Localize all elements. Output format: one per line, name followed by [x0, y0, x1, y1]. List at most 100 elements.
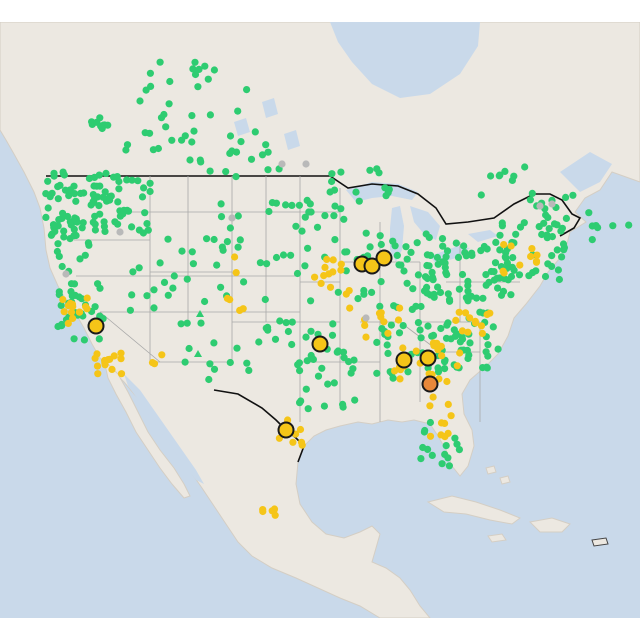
station-marker-green[interactable]: [491, 259, 500, 267]
station-marker-green[interactable]: [59, 168, 67, 176]
station-marker-green[interactable]: [321, 212, 329, 220]
station-marker-yellow[interactable]: [226, 296, 234, 304]
station-marker-green[interactable]: [404, 368, 412, 376]
station-marker-green[interactable]: [301, 262, 309, 270]
station-marker-green[interactable]: [78, 295, 86, 303]
station-marker-green[interactable]: [377, 278, 385, 286]
station-marker-green[interactable]: [54, 195, 62, 203]
station-marker-yellow[interactable]: [461, 309, 470, 317]
station-marker-green[interactable]: [314, 372, 323, 380]
station-marker-green[interactable]: [288, 340, 296, 349]
station-marker-green[interactable]: [439, 242, 447, 250]
station-marker-green[interactable]: [451, 434, 459, 442]
station-marker-green[interactable]: [295, 359, 303, 367]
station-marker-green[interactable]: [442, 269, 450, 277]
station-marker-green[interactable]: [535, 223, 543, 231]
station-marker-green[interactable]: [373, 165, 381, 173]
station-marker-green[interactable]: [305, 208, 313, 216]
station-marker-green[interactable]: [282, 319, 290, 327]
station-marker-green[interactable]: [73, 218, 81, 226]
station-marker-green[interactable]: [351, 396, 359, 404]
station-marker-green[interactable]: [261, 295, 269, 304]
station-marker-green[interactable]: [128, 291, 136, 299]
station-marker-green[interactable]: [70, 280, 79, 288]
station-marker-green[interactable]: [326, 188, 334, 196]
station-marker-green[interactable]: [409, 285, 417, 293]
station-marker-green[interactable]: [48, 189, 56, 197]
station-marker-yellow[interactable]: [117, 370, 126, 378]
station-marker-green[interactable]: [150, 304, 158, 312]
station-marker-green[interactable]: [509, 254, 517, 262]
station-marker-green[interactable]: [129, 268, 137, 276]
station-marker-green[interactable]: [402, 243, 410, 251]
station-marker-yellow[interactable]: [516, 261, 524, 269]
station-marker-green[interactable]: [304, 405, 312, 413]
station-marker-yellow[interactable]: [394, 316, 403, 324]
station-marker-green[interactable]: [456, 338, 464, 346]
station-marker-green[interactable]: [188, 248, 196, 256]
station-marker-green[interactable]: [301, 213, 309, 221]
station-marker-yellow[interactable]: [437, 342, 445, 350]
station-marker-green[interactable]: [387, 321, 395, 329]
station-marker-green[interactable]: [243, 86, 251, 94]
station-marker-green[interactable]: [146, 69, 154, 77]
station-marker-green[interactable]: [93, 182, 101, 190]
station-marker-green[interactable]: [558, 253, 566, 261]
station-marker-green[interactable]: [150, 286, 158, 294]
station-marker-green[interactable]: [541, 272, 550, 281]
station-marker-green[interactable]: [425, 262, 433, 270]
station-marker-green[interactable]: [329, 320, 337, 328]
station-marker-green[interactable]: [594, 224, 602, 232]
station-marker-green[interactable]: [101, 227, 109, 235]
station-marker-gray[interactable]: [116, 228, 124, 236]
station-marker-green[interactable]: [70, 190, 79, 198]
station-marker-green[interactable]: [88, 118, 96, 126]
station-marker-green[interactable]: [96, 210, 104, 218]
station-marker-green[interactable]: [282, 201, 290, 209]
station-marker-green[interactable]: [190, 127, 198, 135]
station-marker-gray[interactable]: [62, 270, 70, 278]
station-marker-green[interactable]: [376, 302, 384, 310]
station-marker-green[interactable]: [446, 297, 454, 305]
station-marker-yellow[interactable]: [93, 362, 102, 370]
station-marker-green[interactable]: [368, 288, 376, 296]
station-marker-green[interactable]: [510, 266, 518, 274]
station-marker-green[interactable]: [262, 141, 270, 149]
station-marker-green[interactable]: [354, 295, 362, 303]
station-marker-green[interactable]: [232, 173, 240, 181]
station-marker-gray[interactable]: [278, 160, 286, 168]
station-marker-yellow[interactable]: [93, 350, 101, 358]
station-marker-green[interactable]: [205, 375, 213, 384]
station-marker-green[interactable]: [234, 107, 242, 115]
station-marker-green[interactable]: [59, 209, 67, 217]
station-marker-green[interactable]: [247, 155, 256, 163]
station-marker-green[interactable]: [464, 287, 472, 295]
station-marker-green[interactable]: [57, 301, 65, 309]
station-marker-green[interactable]: [91, 226, 99, 234]
station-marker-green[interactable]: [138, 193, 147, 201]
station-marker-green[interactable]: [482, 281, 490, 289]
map-canvas[interactable]: [0, 22, 640, 618]
station-marker-green[interactable]: [206, 167, 214, 175]
station-marker-yellow[interactable]: [64, 319, 72, 327]
station-marker-green[interactable]: [412, 302, 420, 310]
station-marker-large[interactable]: [421, 375, 439, 393]
station-marker-green[interactable]: [233, 344, 241, 352]
station-marker-green[interactable]: [438, 460, 446, 468]
station-marker-yellow[interactable]: [66, 299, 74, 307]
station-marker-green[interactable]: [183, 275, 191, 283]
station-marker-yellow[interactable]: [345, 287, 353, 295]
station-marker-green[interactable]: [95, 335, 103, 343]
station-marker-green[interactable]: [217, 213, 226, 221]
station-marker-yellow[interactable]: [443, 377, 451, 386]
station-marker-gray[interactable]: [536, 202, 544, 210]
station-marker-yellow[interactable]: [458, 327, 466, 335]
station-marker-green[interactable]: [562, 193, 570, 201]
station-marker-green[interactable]: [333, 348, 341, 356]
station-marker-green[interactable]: [218, 243, 226, 251]
station-marker-green[interactable]: [85, 174, 93, 183]
station-marker-green[interactable]: [439, 258, 447, 266]
station-marker-green[interactable]: [424, 322, 432, 330]
station-marker-green[interactable]: [496, 246, 504, 254]
station-marker-green[interactable]: [443, 247, 452, 255]
